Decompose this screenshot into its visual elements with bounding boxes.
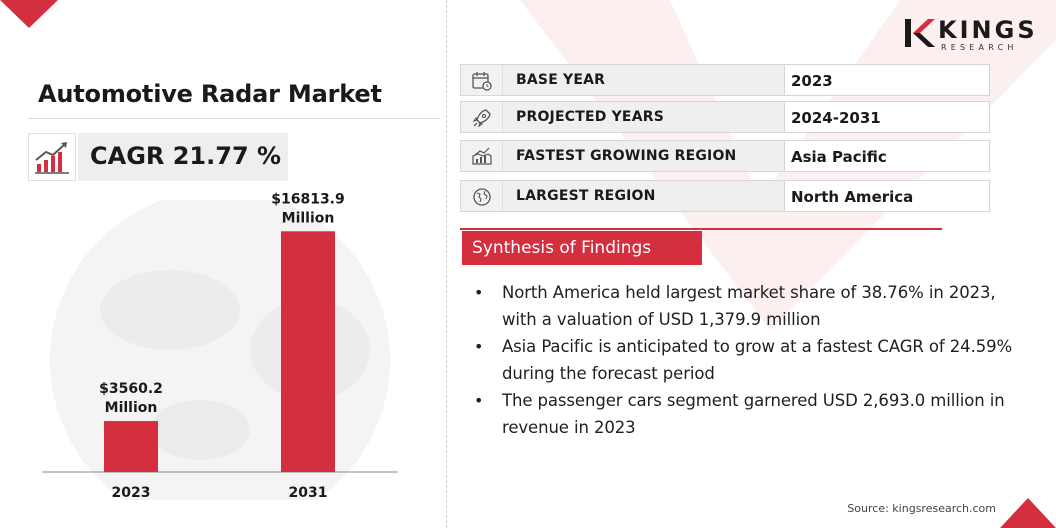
growth-map-icon bbox=[472, 147, 492, 165]
info-icon-cell bbox=[461, 65, 503, 95]
info-icon-cell bbox=[461, 181, 503, 211]
trend-chart-icon bbox=[35, 142, 69, 174]
cagr-value: CAGR 21.77 % bbox=[90, 142, 282, 170]
page-title: Automotive Radar Market bbox=[38, 80, 382, 108]
finding-item: Asia Pacific is anticipated to grow at a… bbox=[470, 333, 1030, 387]
info-label: PROJECTED YEARS bbox=[516, 109, 664, 125]
rocket-icon bbox=[472, 109, 491, 128]
info-value: 2024-2031 bbox=[791, 109, 881, 127]
synthesis-rule bbox=[460, 228, 942, 230]
bar-2031 bbox=[281, 231, 335, 472]
panel-divider bbox=[446, 0, 447, 528]
finding-item: North America held largest market share … bbox=[470, 279, 1030, 333]
info-label: FASTEST GROWING REGION bbox=[516, 148, 737, 164]
cagr-icon-box bbox=[28, 133, 76, 181]
findings-list: North America held largest market share … bbox=[470, 279, 1030, 441]
info-row-fastest-growing-region: FASTEST GROWING REGION Asia Pacific bbox=[460, 140, 990, 172]
info-value: North America bbox=[791, 188, 914, 206]
x-tick-label: 2023 bbox=[112, 485, 151, 501]
info-label-cell bbox=[503, 102, 785, 132]
logo-wordmark: KINGS bbox=[938, 16, 1038, 44]
info-row-largest-region: LARGEST REGION North America bbox=[460, 180, 990, 212]
info-icon-cell bbox=[461, 102, 503, 132]
corner-triangle-decoration bbox=[0, 0, 58, 28]
info-value: Asia Pacific bbox=[791, 148, 887, 166]
data-label: Million bbox=[105, 400, 158, 416]
info-icon-cell bbox=[461, 141, 503, 171]
logo-k-mark bbox=[905, 19, 935, 47]
data-label: Million bbox=[282, 210, 335, 226]
finding-item: The passenger cars segment garnered USD … bbox=[470, 387, 1030, 441]
x-tick-label: 2031 bbox=[289, 485, 328, 501]
globe-icon bbox=[473, 188, 491, 206]
bar-chart: $3560.2 Million 2023 $16813.9 Million 2031 bbox=[42, 191, 398, 501]
info-row-projected-years: PROJECTED YEARS 2024-2031 bbox=[460, 101, 990, 133]
data-label: $16813.9 bbox=[271, 191, 345, 207]
data-label: $3560.2 bbox=[99, 381, 163, 397]
bar-2023 bbox=[104, 421, 158, 472]
title-underline bbox=[28, 118, 440, 119]
logo-subtitle: RESEARCH bbox=[941, 43, 1018, 52]
cagr-box bbox=[78, 133, 288, 181]
kings-research-logo: KINGS RESEARCH bbox=[902, 16, 1042, 52]
synthesis-header-box bbox=[462, 231, 702, 265]
synthesis-title: Synthesis of Findings bbox=[472, 238, 652, 258]
info-label-cell bbox=[503, 65, 785, 95]
info-label-cell bbox=[503, 141, 785, 171]
info-row-base-year: BASE YEAR 2023 bbox=[460, 64, 990, 96]
source-note: Source: kingsresearch.com bbox=[847, 502, 996, 515]
info-value: 2023 bbox=[791, 72, 833, 90]
info-label: BASE YEAR bbox=[516, 72, 606, 88]
info-label: LARGEST REGION bbox=[516, 188, 656, 204]
info-label-cell bbox=[503, 181, 785, 211]
calendar-icon bbox=[472, 72, 492, 91]
corner-triangle-decoration bbox=[1000, 498, 1056, 528]
